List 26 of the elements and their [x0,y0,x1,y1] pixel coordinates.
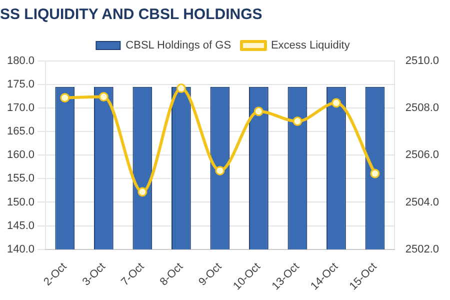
y-tick-label: 175.0 [6,78,35,91]
point [331,98,341,108]
y2-tick-label: 2506.0 [405,149,440,162]
y-tick-label: 145.0 [6,220,35,232]
y-tick-label: 165.0 [6,126,35,138]
y2-tick-label: 2508.0 [405,102,440,114]
y2-tick-label: 2510.0 [405,55,440,68]
y-tick-label: 170.0 [6,102,35,114]
point [292,116,302,126]
chart-title: SS LIQUIDITY AND CBSL HOLDINGS [0,6,262,23]
point [176,84,186,94]
y-tick-label: 160.0 [6,149,35,162]
point [254,106,264,116]
y-tick-label: 140.0 [6,243,35,256]
y-tick-label: 180.0 [6,55,35,68]
point [215,166,225,176]
y-tick-label: 155.0 [6,172,35,185]
y2-tick-label: 2502.0 [405,243,440,256]
y-tick-label: 150.0 [6,196,35,208]
legend-label: CBSL Holdings of GS [126,40,232,52]
legend-label: Excess Liquidity [270,40,350,52]
point [60,92,70,102]
point [98,92,108,102]
y2-tick-label: 2504.0 [405,196,440,208]
point [370,168,380,178]
point [138,187,148,197]
